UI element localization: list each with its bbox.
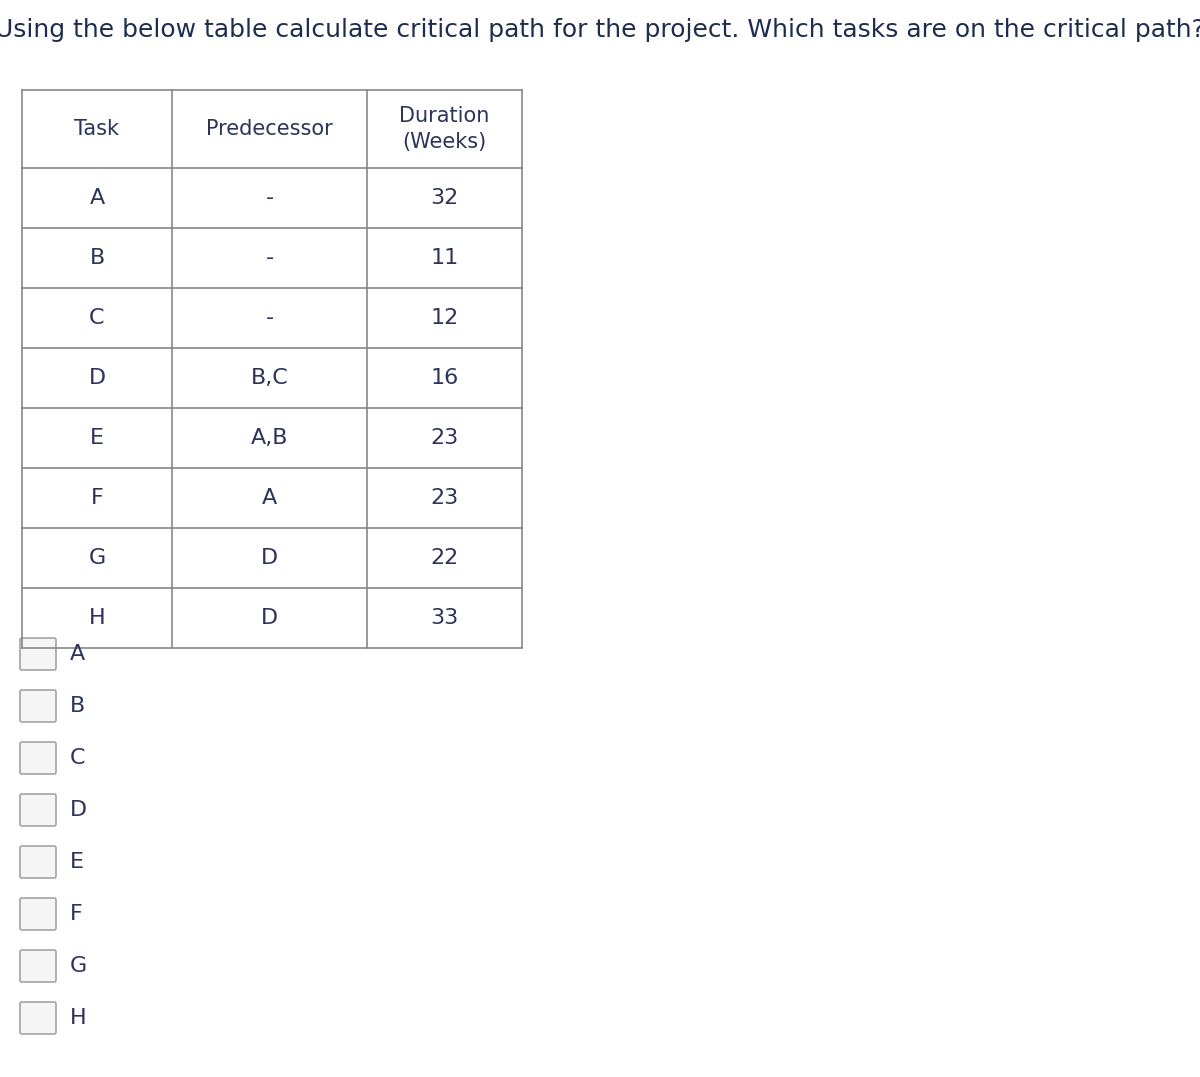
Text: Duration
(Weeks): Duration (Weeks) [400,106,490,152]
Text: 33: 33 [431,609,458,628]
FancyBboxPatch shape [20,1002,56,1034]
Text: F: F [91,488,103,508]
Text: D: D [260,609,278,628]
FancyBboxPatch shape [20,638,56,670]
Text: A: A [262,488,277,508]
Text: D: D [89,368,106,388]
Text: E: E [90,428,104,448]
Text: Task: Task [74,118,120,139]
Text: D: D [260,548,278,568]
Text: -: - [265,188,274,208]
Text: A: A [89,188,104,208]
FancyBboxPatch shape [20,794,56,826]
FancyBboxPatch shape [20,690,56,722]
Text: H: H [89,609,106,628]
Text: G: G [89,548,106,568]
Text: 22: 22 [431,548,458,568]
Text: B: B [70,696,85,716]
Text: A,B: A,B [251,428,288,448]
Text: 23: 23 [431,488,458,508]
Text: B,C: B,C [251,368,288,388]
FancyBboxPatch shape [20,950,56,982]
Text: H: H [70,1008,86,1029]
Text: E: E [70,852,84,872]
Text: B: B [89,248,104,268]
Text: 11: 11 [431,248,458,268]
FancyBboxPatch shape [20,742,56,774]
Text: G: G [70,956,88,976]
Text: D: D [70,800,88,820]
Text: 23: 23 [431,428,458,448]
Text: Predecessor: Predecessor [206,118,332,139]
FancyBboxPatch shape [20,847,56,878]
Text: 32: 32 [431,188,458,208]
Text: Using the below table calculate critical path for the project. Which tasks are o: Using the below table calculate critical… [0,18,1200,42]
Text: F: F [70,904,83,924]
Text: C: C [89,308,104,328]
FancyBboxPatch shape [20,898,56,931]
Text: A: A [70,644,85,665]
Text: C: C [70,749,85,768]
Text: 12: 12 [431,308,458,328]
Text: 16: 16 [431,368,458,388]
Text: -: - [265,308,274,328]
Text: -: - [265,248,274,268]
